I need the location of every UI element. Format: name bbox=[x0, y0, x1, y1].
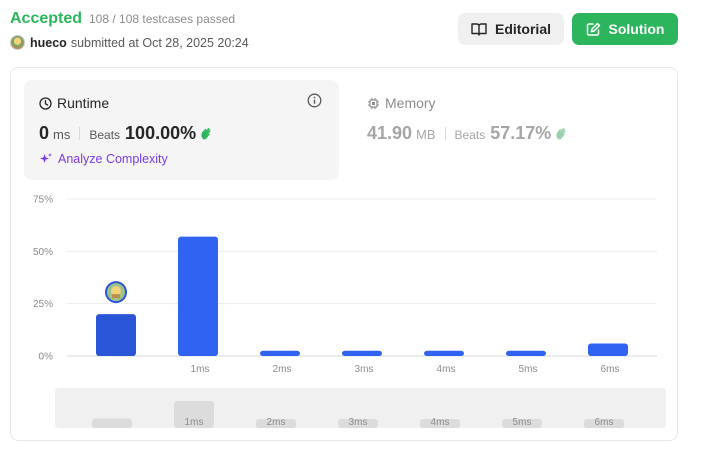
memory-beats-label: Beats bbox=[454, 128, 486, 142]
chart-bar[interactable] bbox=[588, 343, 628, 356]
x-tick-label: 2ms bbox=[273, 364, 292, 375]
x-tick-label: 3ms bbox=[355, 364, 374, 375]
chart-bar[interactable] bbox=[178, 236, 218, 356]
clock-icon bbox=[39, 96, 52, 110]
runtime-panel[interactable]: Runtime 0 ms Beats 100.00% Analyze Compl… bbox=[24, 80, 339, 180]
x-tick-label: 4ms bbox=[437, 364, 456, 375]
x-tick-label: 1ms bbox=[191, 364, 210, 375]
navigator-tick-label: 1ms bbox=[185, 417, 204, 428]
submission-header: Accepted 108 / 108 testcases passed huec… bbox=[10, 8, 680, 52]
x-tick-label: 5ms bbox=[519, 364, 538, 375]
avatar[interactable] bbox=[10, 35, 25, 50]
editorial-button[interactable]: Editorial bbox=[458, 13, 564, 45]
memory-value: 41.90 bbox=[367, 123, 413, 143]
runtime-beats-label: Beats bbox=[89, 128, 121, 142]
x-tick-label: 6ms bbox=[601, 364, 620, 375]
chart-bar[interactable] bbox=[260, 350, 300, 356]
clap-icon bbox=[201, 127, 211, 140]
memory-title: Memory bbox=[367, 95, 436, 111]
memory-unit: MB bbox=[416, 127, 436, 142]
solution-button[interactable]: Solution bbox=[572, 13, 678, 45]
navigator-chart[interactable]: 1ms 2ms 3ms 4ms 5ms 6ms bbox=[55, 388, 666, 428]
chart-range-navigator[interactable]: 1ms 2ms 3ms 4ms 5ms 6ms bbox=[55, 388, 666, 428]
navigator-bar bbox=[256, 419, 296, 428]
testcases-passed: 108 / 108 testcases passed bbox=[89, 12, 236, 26]
memory-title-label: Memory bbox=[385, 95, 436, 111]
user-avatar-marker bbox=[105, 281, 127, 304]
runtime-title-label: Runtime bbox=[57, 95, 110, 111]
chart-bar[interactable] bbox=[506, 350, 546, 356]
solution-label: Solution bbox=[608, 21, 665, 37]
chart-bar[interactable] bbox=[96, 314, 136, 356]
analyze-complexity-link[interactable]: Analyze Complexity bbox=[39, 152, 168, 166]
divider bbox=[79, 127, 81, 140]
runtime-title: Runtime bbox=[39, 95, 109, 111]
y-tick-label: 50% bbox=[33, 247, 53, 258]
clap-icon bbox=[556, 127, 566, 140]
navigator-tick-label: 4ms bbox=[431, 417, 450, 428]
navigator-bar bbox=[92, 418, 132, 428]
navigator-bar bbox=[174, 401, 214, 428]
y-tick-label: 75% bbox=[33, 195, 53, 206]
navigator-bar bbox=[420, 419, 460, 428]
chip-icon bbox=[368, 97, 379, 109]
runtime-metric: 0 ms Beats 100.00% bbox=[39, 123, 215, 144]
navigator-tick-label: 6ms bbox=[595, 417, 614, 428]
navigator-tick-label: 5ms bbox=[513, 417, 532, 428]
analyze-label: Analyze Complexity bbox=[58, 152, 168, 166]
memory-metric: 41.90 MB Beats 57.17% bbox=[367, 123, 570, 144]
memory-panel[interactable]: Memory 41.90 MB Beats 57.17% bbox=[354, 80, 664, 180]
edit-icon bbox=[586, 22, 600, 36]
chart-bar[interactable] bbox=[424, 350, 464, 356]
navigator-tick-label: 2ms bbox=[267, 417, 286, 428]
result-card: Runtime 0 ms Beats 100.00% Analyze Compl… bbox=[10, 67, 678, 441]
navigator-bar bbox=[338, 419, 378, 428]
divider bbox=[444, 127, 446, 140]
username-link[interactable]: hueco bbox=[30, 35, 67, 50]
navigator-bar bbox=[502, 419, 542, 428]
runtime-value: 0 bbox=[39, 123, 50, 143]
status-label: Accepted bbox=[10, 10, 83, 27]
runtime-distribution-chart[interactable]: 75% 50% 25% 0% 1ms 2ms 3ms 4ms 5ms 6ms bbox=[11, 68, 679, 442]
navigator-bar bbox=[584, 419, 624, 428]
runtime-beats-pct: 100.00% bbox=[125, 123, 197, 143]
runtime-unit: ms bbox=[53, 127, 71, 142]
memory-beats-pct: 57.17% bbox=[490, 123, 552, 143]
editorial-label: Editorial bbox=[494, 21, 551, 37]
sparkle-icon bbox=[40, 153, 52, 163]
navigator-tick-label: 3ms bbox=[349, 417, 368, 428]
submitted-at: submitted at Oct 28, 2025 20:24 bbox=[70, 35, 249, 50]
submission-info: hueco submitted at Oct 28, 2025 20:24 bbox=[10, 35, 249, 50]
y-tick-label: 25% bbox=[33, 299, 53, 310]
y-tick-label: 0% bbox=[39, 352, 54, 363]
chart-bar[interactable] bbox=[342, 350, 382, 356]
info-icon[interactable] bbox=[307, 93, 322, 108]
book-icon bbox=[471, 23, 487, 36]
